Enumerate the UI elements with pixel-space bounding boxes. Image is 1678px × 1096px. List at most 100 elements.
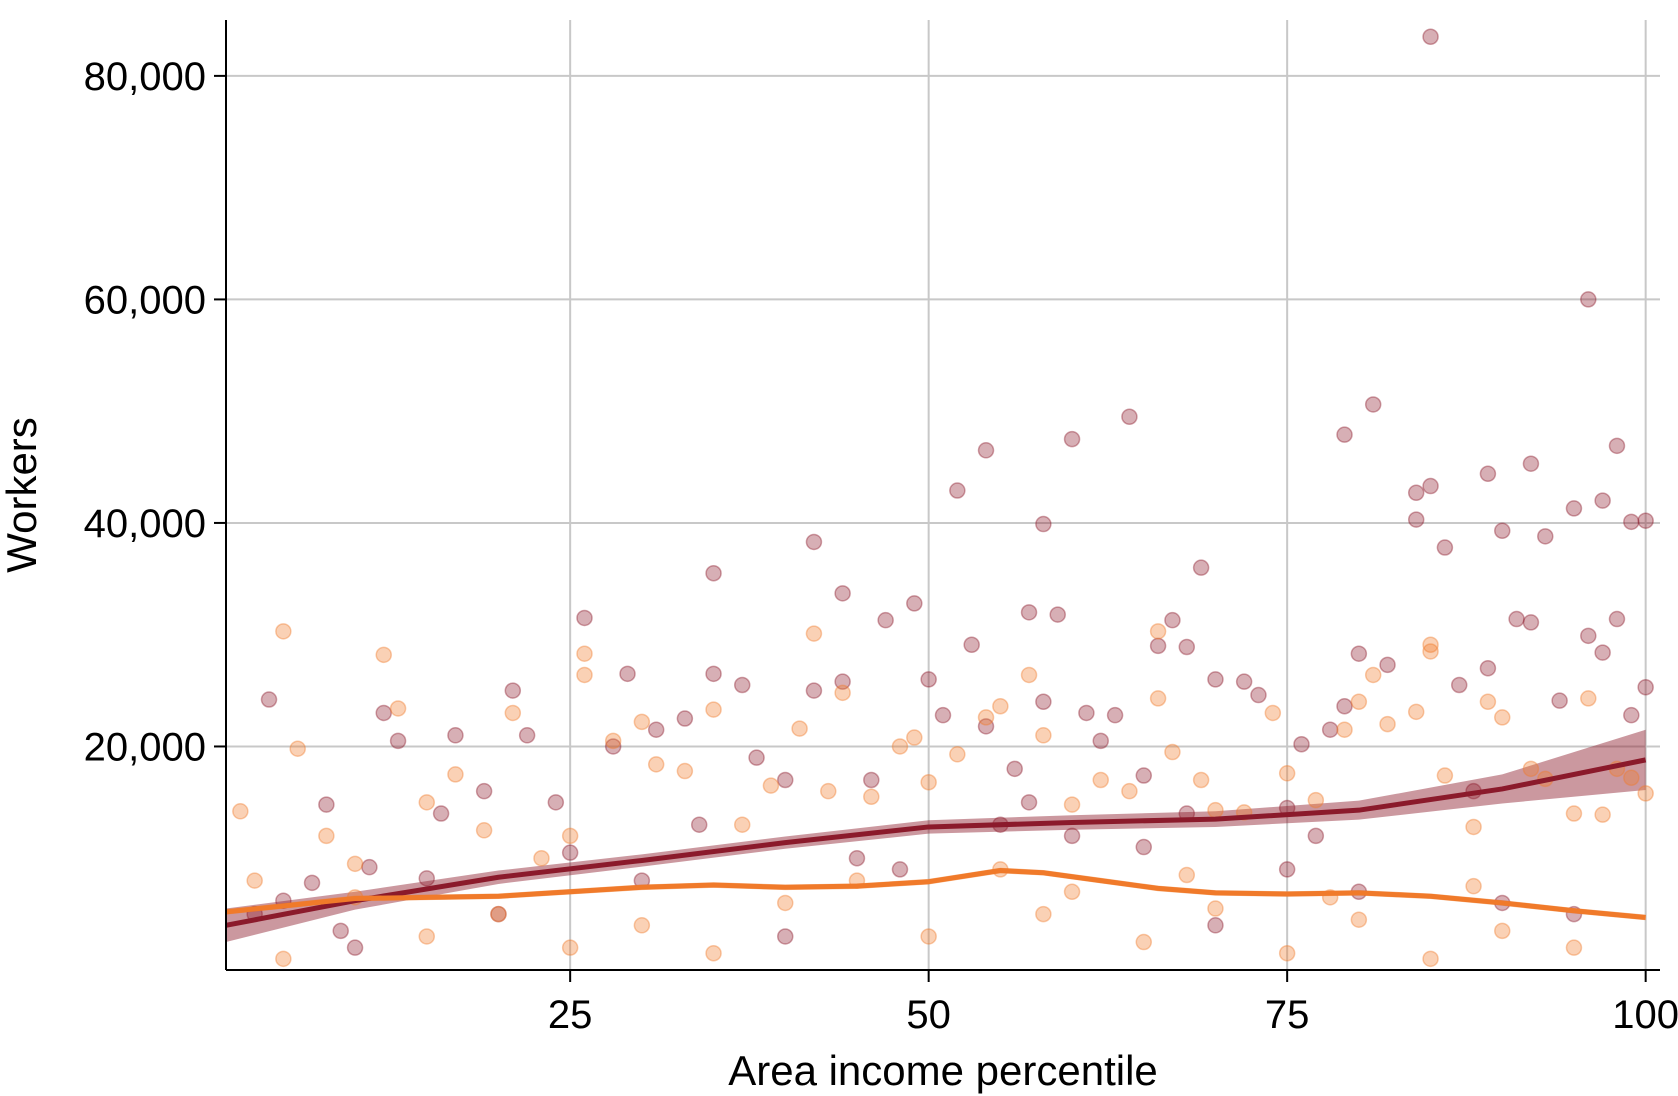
series-0-point <box>834 585 851 602</box>
series-1-point <box>1580 690 1597 707</box>
series-1-point <box>1192 771 1210 789</box>
series-0-point <box>547 794 565 811</box>
series-1-point <box>1207 801 1224 819</box>
series-0-point <box>1637 512 1654 529</box>
series-1-point <box>418 794 436 811</box>
series-1-point <box>1035 905 1052 923</box>
series-1-point <box>1350 693 1368 711</box>
series-0-point <box>1020 794 1038 811</box>
series-0-point <box>1293 735 1310 753</box>
series-0-point <box>1078 704 1095 722</box>
series-1-point <box>1278 765 1296 782</box>
series-0-point <box>1092 732 1109 750</box>
series-1-point <box>289 740 306 757</box>
series-0-point <box>1565 500 1583 517</box>
series-1-point <box>1149 623 1167 640</box>
series-0-point <box>705 564 722 582</box>
series-0-point <box>1020 604 1038 621</box>
series-1-point <box>1164 743 1181 761</box>
series-0-point <box>1035 693 1052 711</box>
series-1-point <box>1379 715 1396 733</box>
series-0-point <box>834 673 851 690</box>
series-0-point <box>1479 659 1497 677</box>
series-1-point <box>1364 666 1382 684</box>
series-1-point <box>820 782 837 800</box>
series-0-point <box>963 636 980 654</box>
series-0-point <box>375 704 392 722</box>
series-1-point <box>275 623 292 640</box>
series-1-point <box>705 701 722 718</box>
series-0-point <box>1450 676 1468 694</box>
series-0-point <box>1178 638 1196 656</box>
series-1-point <box>1207 900 1224 917</box>
series-1-point <box>490 905 507 923</box>
series-0-point <box>1379 656 1396 674</box>
series-0-point <box>475 782 493 800</box>
series-0-point <box>906 595 923 612</box>
series-1-point <box>1422 643 1439 660</box>
series-0-point <box>260 691 278 708</box>
x-tick-label: 25 <box>548 993 593 1037</box>
series-0-point <box>848 849 866 867</box>
series-1-point <box>604 732 622 750</box>
series-0-point <box>805 682 823 699</box>
x-axis-title: Area income percentile <box>728 1047 1158 1094</box>
series-1-point <box>318 827 335 845</box>
series-1-point <box>1063 883 1081 901</box>
series-0-point <box>1063 827 1081 845</box>
series-1-point <box>1623 769 1640 787</box>
series-0-point <box>318 796 335 813</box>
series-0-point <box>490 905 507 923</box>
series-1-point <box>418 928 436 945</box>
series-0-point <box>361 858 378 876</box>
series-0-point <box>1235 673 1253 690</box>
series-0-point <box>1623 513 1640 531</box>
series-0-point <box>1407 511 1425 528</box>
y-tick-label: 20,000 <box>84 725 206 769</box>
series-1-point <box>1278 944 1296 962</box>
series-0-point <box>647 721 665 738</box>
series-1-point <box>1494 709 1511 726</box>
series-0-point <box>977 442 995 459</box>
scatter-points <box>232 28 1654 968</box>
series-0-point <box>432 805 450 822</box>
series-1-point <box>576 645 593 662</box>
x-tick-label: 50 <box>906 993 951 1037</box>
series-1-point <box>1565 939 1583 956</box>
series-0-point <box>863 771 880 789</box>
series-1-point <box>992 697 1009 715</box>
series-1-point <box>1350 911 1368 928</box>
series-0-point <box>1623 706 1640 724</box>
series-1-point <box>375 646 392 664</box>
series-1-point <box>906 729 923 746</box>
series-0-point <box>576 609 593 627</box>
series-1-point <box>647 756 665 773</box>
series-0-point <box>346 939 364 956</box>
series-1-point <box>733 816 751 833</box>
series-0-point <box>676 710 694 727</box>
series-0-point <box>1135 838 1153 856</box>
series-1-point <box>275 950 292 968</box>
series-0-point <box>1135 767 1153 784</box>
series-1-point <box>1092 771 1109 789</box>
series-0-point <box>1035 515 1052 533</box>
series-0-point <box>1407 484 1425 502</box>
series-0-point <box>1608 610 1626 628</box>
series-1-point <box>1522 760 1540 778</box>
series-0-point <box>1522 455 1540 472</box>
series-0-point <box>389 732 407 750</box>
series-0-point <box>805 533 823 551</box>
series-1-point <box>447 766 464 783</box>
series-1-point <box>949 746 966 763</box>
series-1-point <box>1178 866 1196 884</box>
series-1-point <box>504 704 522 722</box>
series-0-point <box>949 482 966 499</box>
series-1-point <box>1063 796 1081 813</box>
series-1-point <box>533 849 550 867</box>
series-1-point <box>863 788 880 806</box>
series-0-point <box>705 665 722 683</box>
series-1-point <box>676 762 694 780</box>
series-0-point <box>447 727 464 744</box>
series-0-point <box>977 718 995 735</box>
series-0-point <box>1508 610 1525 628</box>
